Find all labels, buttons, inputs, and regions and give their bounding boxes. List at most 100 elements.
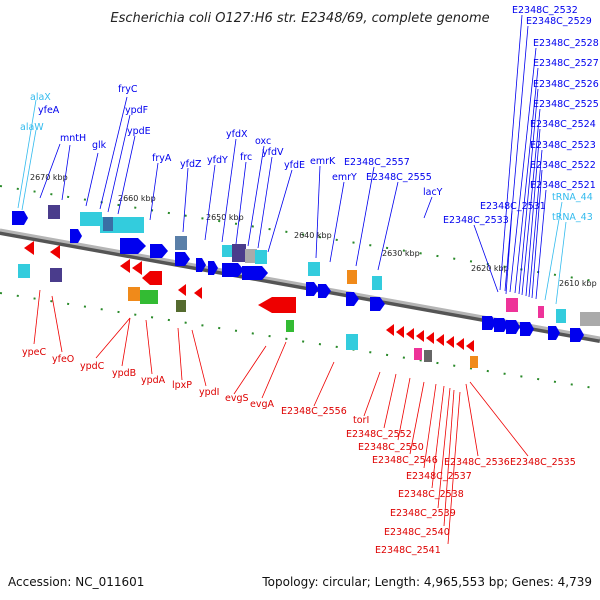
gene-label[interactable]: lacY: [423, 187, 443, 198]
gene-label[interactable]: E2348C_2556: [281, 406, 347, 417]
gene-label[interactable]: ypdI: [199, 387, 219, 398]
forward-gene-arrow: [175, 252, 190, 266]
gene-label[interactable]: yfeA: [38, 105, 60, 116]
gene-label[interactable]: E2348C_2529: [526, 16, 592, 27]
gene-label[interactable]: fryC: [118, 84, 138, 95]
gene-label[interactable]: E2348C_2524: [530, 119, 596, 130]
gene-label[interactable]: glk: [92, 140, 107, 151]
gene-label[interactable]: E2348C_2538: [398, 489, 464, 500]
gene-label[interactable]: E2348C_2525: [533, 99, 599, 110]
gene-label[interactable]: E2348C_2537: [406, 471, 472, 482]
gene-label[interactable]: yfdE: [284, 160, 305, 171]
gene-label[interactable]: E2348C_2532: [512, 5, 578, 16]
gene-label[interactable]: E2348C_2531: [480, 201, 546, 212]
kbp-tick-label: 2630 kbp: [382, 249, 420, 258]
forward-gene-arrow: [370, 297, 385, 311]
gene-box: [556, 309, 566, 323]
gene-label[interactable]: fryA: [152, 153, 172, 164]
gene-label[interactable]: yfdY: [207, 155, 228, 166]
reverse-gene-arrow: [142, 271, 162, 285]
gene-label[interactable]: emrY: [332, 172, 357, 183]
kbp-tick-label: 2640 kbp: [294, 231, 332, 240]
gene-label[interactable]: E2348C_2527: [533, 58, 599, 69]
gene-box: [50, 268, 62, 282]
reverse-gene-arrow: [406, 328, 414, 340]
gene-label[interactable]: E2348C_2528: [533, 38, 599, 49]
forward-gene-arrow: [222, 263, 244, 277]
gene-label[interactable]: yfdZ: [180, 159, 202, 170]
gene-box: [255, 250, 267, 264]
gene-label[interactable]: frc: [240, 152, 252, 163]
feature-boxes: [18, 205, 600, 368]
gene-box: [232, 244, 246, 262]
gene-label[interactable]: E2348C_2536: [444, 457, 510, 468]
gene-label[interactable]: E2348C_2555: [366, 172, 432, 183]
reverse-gene-arrow: [24, 241, 34, 255]
gene-label[interactable]: torI: [353, 415, 369, 426]
forward-gene-arrow: [570, 328, 584, 342]
gene-label[interactable]: yfdV: [262, 147, 284, 158]
gene-box: [176, 300, 186, 312]
gene-box: [372, 276, 382, 290]
gene-label[interactable]: yfeO: [52, 354, 74, 365]
gene-label[interactable]: E2348C_2539: [390, 508, 456, 519]
gene-box: [414, 348, 422, 360]
gene-label[interactable]: ypdC: [80, 361, 105, 372]
forward-leader-lines: [39, 14, 547, 300]
gene-label[interactable]: E2348C_2522: [530, 160, 596, 171]
gene-label[interactable]: E2348C_2552: [346, 429, 412, 440]
gene-box: [470, 356, 478, 368]
gene-label[interactable]: E2348C_2521: [530, 180, 596, 191]
forward-gene-arrow: [120, 238, 146, 254]
forward-gene-arrow: [506, 320, 520, 334]
gene-label[interactable]: alaX: [30, 92, 51, 103]
reverse-gene-arrow: [50, 245, 60, 259]
gene-box: [580, 312, 600, 326]
kbp-tick-label: 2670 kbp: [30, 173, 68, 182]
reverse-leader-lines: [33, 289, 529, 545]
gene-label[interactable]: oxc: [255, 136, 271, 147]
gene-box: [128, 287, 140, 301]
genome-title: Escherichia coli O127:H6 str. E2348/69, …: [110, 11, 489, 26]
gene-label[interactable]: ypdE: [127, 126, 151, 137]
gene-box: [286, 320, 294, 332]
forward-gene-arrow: [242, 266, 268, 280]
gene-label[interactable]: E2348C_2541: [375, 545, 441, 556]
reverse-gene-arrow: [456, 338, 464, 350]
gene-label[interactable]: tRNA_43: [552, 212, 593, 223]
gene-label[interactable]: ypdA: [141, 375, 166, 386]
gene-label[interactable]: ypeC: [22, 347, 46, 358]
gene-box: [424, 350, 432, 362]
gene-box: [48, 205, 60, 219]
reverse-gene-arrow: [416, 330, 424, 342]
gene-label[interactable]: E2348C_2523: [530, 140, 596, 151]
gene-label[interactable]: ypdF: [125, 105, 148, 116]
gene-label[interactable]: mntH: [60, 133, 86, 144]
gene-box: [308, 262, 320, 276]
gene-label[interactable]: E2348C_2526: [533, 79, 599, 90]
forward-gene-arrow: [208, 261, 218, 275]
gene-label[interactable]: E2348C_2535: [510, 457, 576, 468]
reverse-gene-arrow: [396, 326, 404, 338]
gene-label[interactable]: E2348C_2533: [443, 215, 509, 226]
gene-label[interactable]: emrK: [310, 156, 336, 167]
kbp-tick-label: 2610 kbp: [559, 279, 597, 288]
gene-label[interactable]: E2348C_2550: [358, 442, 424, 453]
gene-label[interactable]: E2348C_2540: [384, 527, 450, 538]
gene-label[interactable]: evgA: [250, 399, 274, 410]
gene-label[interactable]: E2348C_2546: [372, 455, 438, 466]
gene-box: [18, 264, 30, 278]
gene-label[interactable]: E2348C_2557: [344, 157, 410, 168]
gene-label[interactable]: lpxP: [172, 380, 192, 391]
forward-gene-arrow: [306, 282, 319, 296]
gene-label[interactable]: evgS: [225, 393, 249, 404]
reverse-gene-arrow: [436, 334, 444, 346]
gene-label[interactable]: alaW: [20, 122, 44, 133]
gene-label[interactable]: tRNA_44: [552, 192, 593, 203]
reverse-gene-arrow: [466, 340, 474, 352]
reverse-gene-arrow: [386, 324, 394, 336]
gene-box: [506, 298, 518, 312]
gene-label[interactable]: yfdX: [226, 129, 248, 140]
gene-label[interactable]: ypdB: [112, 368, 136, 379]
